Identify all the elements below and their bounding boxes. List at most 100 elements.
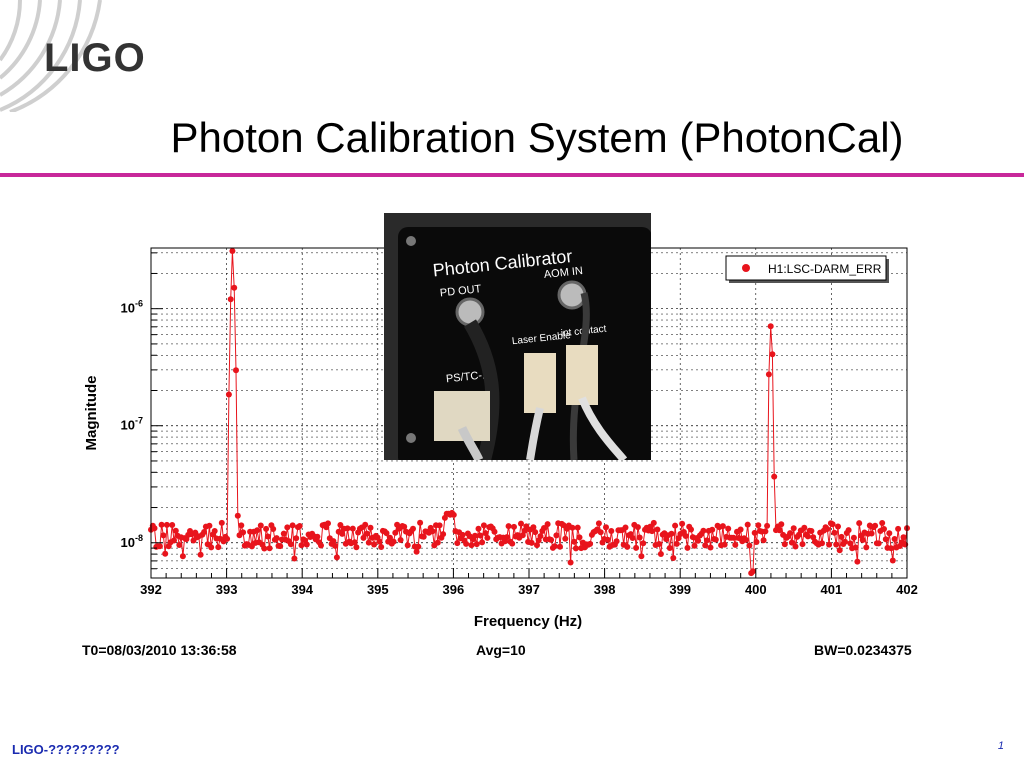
data-point bbox=[349, 525, 356, 532]
data-point bbox=[440, 531, 447, 538]
data-point bbox=[587, 540, 594, 547]
y-tick-label: 10-7 bbox=[121, 416, 143, 433]
x-tick-label: 396 bbox=[443, 582, 465, 597]
data-point bbox=[227, 296, 234, 303]
data-point bbox=[891, 536, 898, 542]
data-point bbox=[826, 541, 833, 548]
data-point bbox=[509, 540, 516, 547]
data-point bbox=[597, 529, 604, 536]
data-point bbox=[511, 523, 517, 530]
data-point bbox=[835, 523, 841, 530]
data-point bbox=[364, 530, 370, 537]
data-point bbox=[491, 528, 498, 535]
data-point bbox=[562, 535, 569, 542]
data-point bbox=[266, 545, 273, 552]
ps-tc1-label: PS/TC-1 bbox=[445, 369, 488, 385]
y-tick-label: 10-8 bbox=[121, 533, 143, 550]
legend-label: H1:LSC-DARM_ERR bbox=[768, 262, 882, 276]
data-point bbox=[332, 542, 339, 549]
data-point bbox=[337, 522, 344, 528]
data-point bbox=[264, 533, 271, 540]
legend-box bbox=[725, 255, 887, 281]
jack-cable-3 bbox=[457, 426, 484, 460]
data-point bbox=[532, 529, 539, 536]
data-point bbox=[781, 541, 788, 548]
data-point bbox=[450, 511, 457, 518]
data-point bbox=[847, 540, 854, 547]
data-point bbox=[808, 528, 815, 534]
data-point bbox=[776, 527, 783, 534]
data-point bbox=[886, 530, 893, 537]
data-point bbox=[604, 536, 611, 543]
data-point bbox=[240, 529, 247, 536]
data-point bbox=[790, 525, 797, 532]
data-point bbox=[280, 530, 287, 537]
data-point bbox=[551, 543, 558, 550]
slide-title: Photon Calibration System (PhotonCal) bbox=[170, 114, 904, 161]
data-point bbox=[151, 525, 158, 532]
data-point bbox=[238, 522, 245, 529]
data-point bbox=[576, 534, 583, 541]
data-point bbox=[567, 559, 574, 566]
x-tick-label: 398 bbox=[594, 582, 616, 597]
data-point bbox=[158, 521, 165, 528]
data-point bbox=[730, 534, 737, 541]
data-point bbox=[829, 521, 836, 528]
data-point bbox=[215, 544, 222, 551]
data-point bbox=[792, 543, 799, 550]
jack-cable-1 bbox=[526, 407, 544, 460]
data-point bbox=[629, 535, 636, 541]
pd-out-label: PD OUT bbox=[439, 283, 482, 299]
data-point bbox=[254, 527, 261, 534]
x-tick-label: 400 bbox=[745, 582, 767, 597]
data-point bbox=[263, 525, 270, 532]
data-point bbox=[700, 527, 707, 534]
data-point bbox=[390, 538, 397, 545]
data-point bbox=[530, 524, 537, 531]
data-point bbox=[684, 544, 691, 551]
data-point bbox=[484, 534, 491, 541]
data-point bbox=[636, 534, 643, 541]
data-point bbox=[378, 544, 385, 550]
x-tick-label: 397 bbox=[518, 582, 540, 597]
data-point bbox=[649, 528, 655, 535]
data-point bbox=[454, 540, 461, 547]
data-point bbox=[392, 529, 399, 536]
pd-out-connector bbox=[455, 297, 485, 327]
data-point bbox=[277, 543, 284, 550]
data-point bbox=[208, 544, 215, 551]
data-point bbox=[229, 248, 236, 254]
data-point bbox=[162, 550, 169, 557]
data-point bbox=[650, 519, 657, 526]
data-point bbox=[528, 539, 535, 546]
logo-text: LIGO bbox=[44, 36, 146, 80]
data-point bbox=[296, 523, 303, 529]
page-number: 1 bbox=[997, 740, 1004, 752]
data-point bbox=[750, 568, 756, 575]
data-point bbox=[856, 520, 863, 527]
data-point bbox=[889, 557, 896, 564]
data-point bbox=[404, 542, 411, 549]
data-point bbox=[732, 541, 739, 548]
data-point bbox=[477, 532, 484, 539]
data-point bbox=[691, 542, 698, 549]
data-point bbox=[371, 541, 378, 548]
data-point bbox=[172, 527, 179, 534]
data-point bbox=[233, 367, 239, 374]
plot-ticks bbox=[150, 252, 908, 579]
data-point bbox=[838, 533, 845, 540]
plot-footer: T0=08/03/2010 13:36:58 Avg=10 BW=0.02343… bbox=[0, 642, 1024, 662]
data-point bbox=[415, 543, 422, 550]
legend: H1:LSC-DARM_ERR bbox=[725, 255, 889, 283]
x-tick-label: 392 bbox=[140, 582, 162, 597]
data-point bbox=[503, 534, 510, 541]
data-point bbox=[318, 542, 324, 549]
data-point bbox=[410, 525, 416, 532]
data-point bbox=[868, 530, 875, 537]
data-point bbox=[541, 525, 547, 531]
data-point bbox=[156, 543, 163, 550]
data-point bbox=[553, 532, 560, 539]
data-point bbox=[224, 535, 231, 542]
data-point bbox=[753, 539, 760, 545]
data-point bbox=[721, 541, 728, 548]
